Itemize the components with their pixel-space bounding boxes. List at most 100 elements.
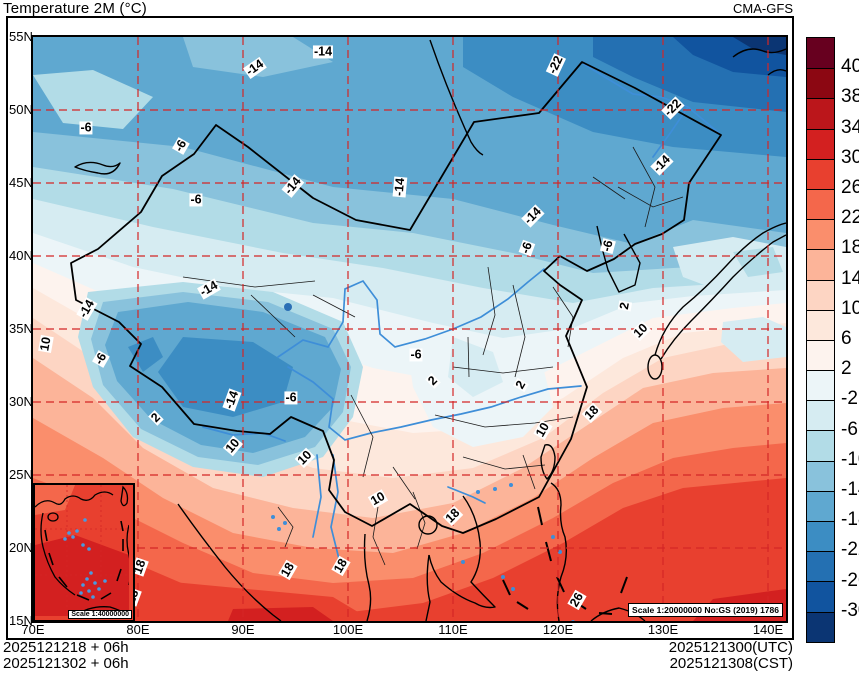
lat-tick: 25N: [9, 467, 33, 482]
colorbar-label: 10: [841, 297, 859, 319]
lon-tick: 80E: [126, 622, 150, 637]
contour-label: 18: [330, 555, 351, 577]
colorbar-label: 2: [841, 358, 852, 380]
colorbar-segment: [807, 68, 834, 99]
coastlines: [74, 39, 786, 621]
colorbar-segment: [807, 551, 834, 582]
colorbar-segment: [807, 400, 834, 431]
colorbar-segment: [807, 430, 834, 461]
contour-label: -6: [79, 120, 93, 135]
contour-label: 2: [148, 410, 164, 426]
colorbar-segment: [807, 521, 834, 552]
colorbar-segment: [807, 38, 834, 69]
qinghai-lake: [284, 303, 292, 311]
colorbar-segment: [807, 309, 834, 340]
colorbar-segment: [807, 249, 834, 280]
colorbar-label: -10: [841, 448, 859, 470]
colorbar-label: 6: [841, 328, 852, 349]
model-name: CMA-GFS: [733, 1, 793, 16]
inset-graticule: [35, 485, 129, 616]
contour-label: -14: [312, 44, 334, 59]
colorbar-label: 26: [841, 177, 859, 198]
colorbar-segment: [807, 158, 834, 189]
contour-label: -6: [91, 350, 110, 368]
lat-tick: 30N: [9, 394, 33, 409]
contour-label: 10: [222, 435, 244, 457]
page-title: Temperature 2M (°C): [3, 0, 148, 17]
contour-label: 18: [442, 505, 464, 527]
lon-tick: 120E: [542, 622, 574, 637]
colorbar-label: -6: [841, 418, 858, 440]
lat-tick: 15N: [9, 613, 33, 628]
lat-tick: 45N: [9, 175, 33, 190]
contour-label: 18: [277, 559, 298, 581]
map-canvas: -14 -14 -22 -22 -14 -6 -6 -14 -6 -14 -14 -6 -6 -14 -14…: [31, 35, 788, 623]
contour-label: -6: [284, 390, 298, 405]
map-scale-note: Scale 1:20000000 No:GS (2019) 1786: [628, 603, 783, 617]
contour-label: -6: [409, 347, 423, 362]
colorbar-label: 30: [841, 146, 859, 168]
contour-label: 2: [425, 373, 441, 389]
colorbar-segment: [807, 128, 834, 159]
contour-label: 2: [616, 300, 633, 312]
colorbar-label: -14: [841, 479, 859, 500]
colorbar-segment: [807, 98, 834, 129]
contour-label: 10: [532, 419, 553, 441]
south-china-sea-inset-map: Scale 1:40000000: [33, 483, 135, 621]
valid-time-utc: 2025121300(UTC): [668, 639, 793, 656]
contour-label: -6: [171, 137, 190, 155]
contour-label: -14: [391, 176, 408, 198]
colorbar-label: 22: [841, 207, 859, 229]
lon-tick: 70E: [21, 622, 45, 637]
country-borders: [70, 61, 722, 534]
lon-tick: 110E: [438, 622, 468, 637]
contour-label: -14: [281, 174, 305, 198]
lon-tick: 100E: [332, 622, 364, 637]
colorbar-segment: [807, 339, 834, 371]
colorbar-label: 38: [841, 86, 859, 108]
contour-label: -6: [517, 239, 536, 257]
contour-label: -14: [521, 204, 545, 228]
contour-label: -6: [599, 237, 617, 255]
lat-tick: 35N: [9, 321, 33, 336]
colorbar-label: 18: [841, 237, 859, 259]
contour-label: -22: [545, 53, 567, 77]
colorbar-segment: [807, 490, 834, 521]
colorbar-label: -2: [841, 388, 858, 410]
colorbar-segment: [807, 581, 834, 612]
colorbar-segment: [807, 188, 834, 220]
temperature-colorbar: [806, 37, 835, 643]
lat-tick: 20N: [9, 540, 33, 555]
colorbar-segment: [807, 219, 834, 250]
init-time-utc: 2025121218 + 06h: [3, 639, 129, 656]
contour-label: 10: [37, 335, 54, 353]
contour-label: -14: [197, 277, 221, 300]
valid-time-cst: 2025121308(CST): [669, 655, 793, 672]
contour-label: -14: [650, 152, 674, 176]
temperature-fill-layer: [33, 37, 786, 621]
colorbar-segment: [807, 370, 834, 401]
contour-label: 18: [581, 402, 603, 424]
colorbar-segment: [807, 611, 834, 642]
temperature-field-map: [33, 37, 786, 621]
colorbar-label: 34: [841, 116, 859, 138]
contour-label: -22: [661, 96, 685, 120]
lon-tick: 90E: [231, 622, 255, 637]
lon-tick: 130E: [647, 622, 679, 637]
lat-tick: 50N: [9, 102, 33, 117]
colorbar-label: 40: [841, 56, 859, 78]
colorbar-label: -22: [841, 539, 859, 561]
contour-label-layer: -14 -14 -22 -22 -14 -6 -6 -14 -6 -14 -14 -6 -6 -14 -14…: [33, 37, 786, 621]
province-borders: [182, 146, 684, 566]
contour-label: 2: [512, 377, 529, 393]
graticule: [33, 37, 786, 621]
colorbar-label: -26: [841, 569, 859, 591]
china-border: [70, 61, 722, 534]
contour-label: -14: [221, 388, 242, 412]
contour-label: 26: [566, 589, 587, 611]
colorbar-label: -30: [841, 599, 859, 621]
contour-label: -14: [243, 56, 267, 80]
colorbar-label: -18: [841, 509, 859, 531]
contour-label: -14: [75, 297, 98, 321]
